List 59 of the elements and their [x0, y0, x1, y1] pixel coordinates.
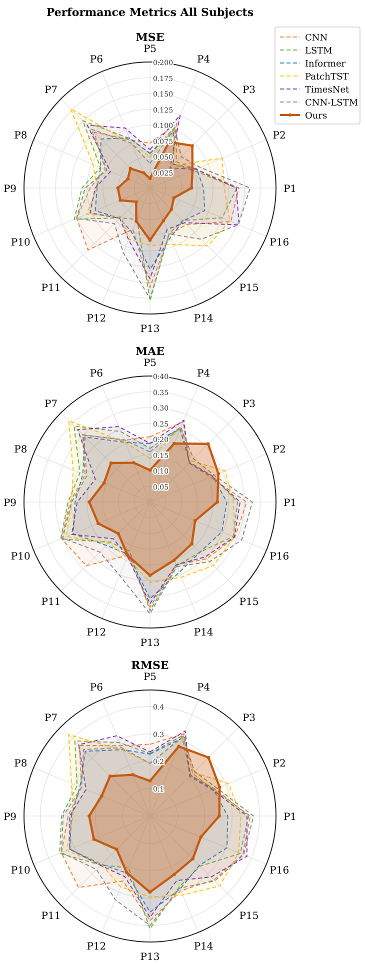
spoke-label: P1	[283, 498, 297, 509]
spoke-label: P8	[14, 130, 28, 142]
spoke-label: P9	[3, 184, 17, 195]
legend-label: PatchTST	[305, 72, 349, 82]
spoke-label: P8	[14, 758, 28, 770]
spoke-label: P3	[242, 713, 256, 724]
chart-subtitle: MSE	[136, 31, 164, 44]
spoke-label: P7	[44, 713, 58, 724]
spoke-label: P11	[41, 910, 61, 922]
spoke-label: P4	[197, 54, 210, 66]
spoke-label: P15	[239, 282, 259, 294]
spoke-label: P6	[90, 682, 103, 694]
chart-title: Performance Metrics All Subjects	[46, 6, 254, 19]
spoke-label: P15	[239, 596, 259, 608]
spoke-label: P10	[10, 238, 30, 249]
spoke-label: P11	[41, 596, 61, 608]
spoke-label: P1	[283, 184, 297, 195]
spoke-label: P3	[242, 399, 256, 410]
spoke-label: P6	[90, 54, 103, 66]
spoke-label: P12	[86, 627, 106, 638]
spoke-label: P13	[140, 638, 160, 649]
spoke-label: P11	[41, 282, 61, 294]
spoke-label: P1	[283, 812, 297, 823]
legend-label: CNN	[305, 34, 328, 44]
spoke-label: P14	[194, 313, 214, 324]
spoke-label: P4	[197, 682, 210, 694]
spoke-label: P14	[194, 627, 214, 638]
spoke-label: P3	[242, 85, 256, 96]
spoke-label: P2	[272, 758, 286, 770]
spoke-label: P5	[143, 672, 157, 683]
spoke-label: P10	[10, 866, 30, 877]
spoke-label: P2	[272, 444, 286, 456]
spoke-label: P10	[10, 552, 30, 563]
legend-label: Informer	[305, 60, 346, 70]
spoke-label: P13	[140, 952, 160, 963]
spoke-label: P5	[143, 44, 157, 55]
legend-label: LSTM	[305, 46, 332, 56]
spoke-label: P8	[14, 444, 28, 456]
spoke-label: P16	[270, 552, 290, 563]
spoke-label: P15	[239, 910, 259, 922]
spoke-label: P5	[143, 358, 157, 369]
spoke-label: P6	[90, 368, 103, 380]
spoke-label: P12	[86, 941, 106, 952]
chart-subtitle: RMSE	[131, 659, 169, 672]
spoke-label: P2	[272, 130, 286, 142]
spoke-label: P16	[270, 238, 290, 249]
spoke-label: P13	[140, 324, 160, 335]
spoke-label: P16	[270, 866, 290, 877]
spoke-label: P7	[44, 85, 58, 96]
spoke-label: P12	[86, 313, 106, 324]
spoke-label: P7	[44, 399, 58, 410]
spoke-label: P9	[3, 498, 17, 509]
spoke-label: P9	[3, 812, 17, 823]
chart-subtitle: MAE	[135, 345, 165, 358]
spoke-label: P4	[197, 368, 210, 380]
legend-label: TimesNet	[305, 86, 350, 96]
legend-label: CNN-LSTM	[305, 98, 358, 108]
spoke-label: P14	[194, 941, 214, 952]
legend-label: Ours	[305, 112, 328, 122]
